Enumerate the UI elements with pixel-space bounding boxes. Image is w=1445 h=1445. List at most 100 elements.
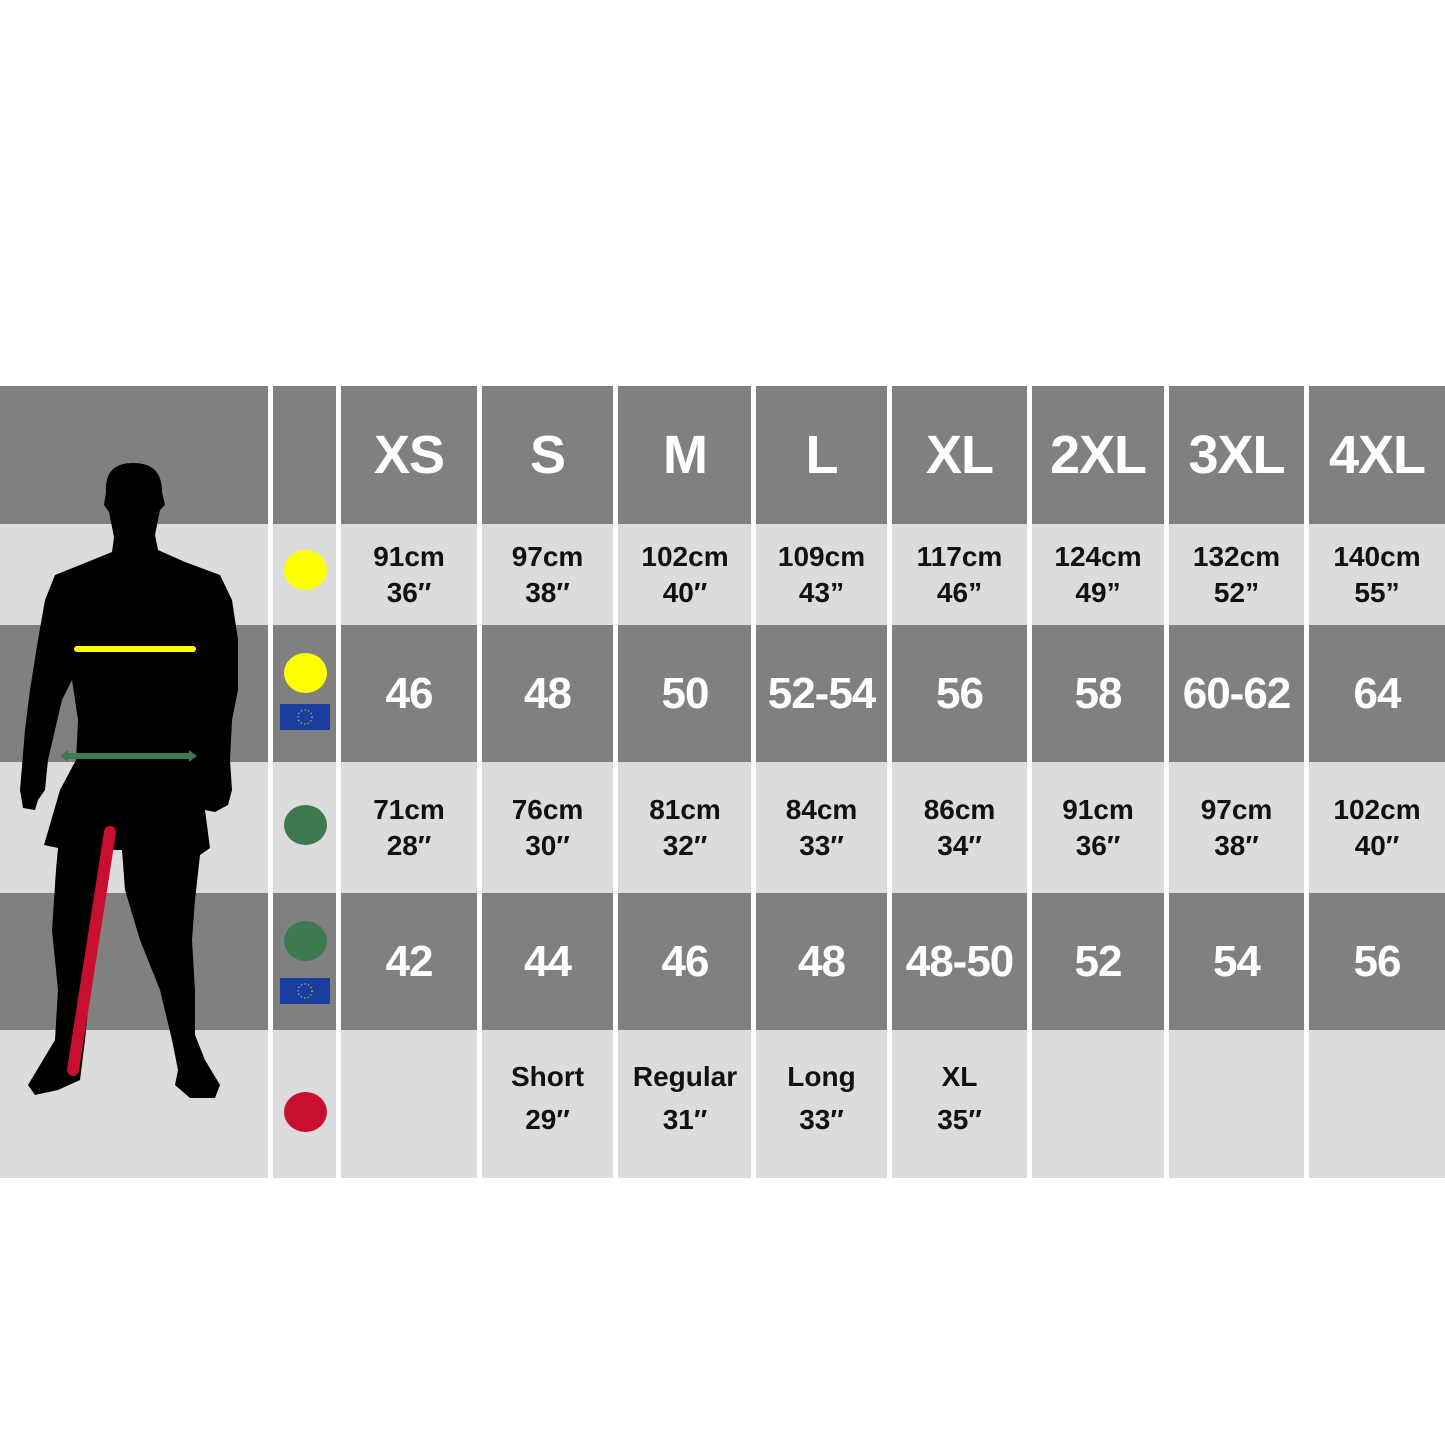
- size-header: 3XL: [1188, 425, 1285, 485]
- inch-value: 55”: [1354, 576, 1400, 608]
- waist-cell: 86cm 34″: [892, 762, 1027, 893]
- chest-eu-cell: 58: [1074, 668, 1123, 718]
- green-dot-icon: [284, 805, 327, 845]
- chest-cell: 124cm 49”: [1032, 524, 1164, 625]
- cm-value: 109cm: [777, 540, 866, 572]
- waist-cell: 71cm 28″: [341, 762, 477, 893]
- waist-cell: 91cm 36″: [1032, 762, 1164, 893]
- header-row: [0, 386, 1445, 524]
- cm-value: XL: [941, 1061, 978, 1092]
- chest-eu-cell: 56: [936, 668, 984, 718]
- cm-value: 132cm: [1192, 540, 1281, 572]
- cm-value: 102cm: [1333, 793, 1421, 825]
- size-header: XL: [925, 425, 994, 485]
- inch-value: 52”: [1213, 576, 1260, 608]
- chest-eu-row: [0, 625, 1445, 762]
- inch-value: 30″: [525, 829, 570, 861]
- cm-value: Long: [787, 1061, 856, 1092]
- inch-value: 40″: [662, 576, 708, 608]
- column-divider: [336, 386, 341, 1178]
- chest-eu-cell: 60-62: [1182, 668, 1292, 718]
- inch-value: 32″: [662, 829, 708, 861]
- waist-cell: 76cm 30″: [482, 762, 613, 893]
- cm-value: 76cm: [511, 793, 584, 825]
- waist-eu-cell: 56: [1353, 936, 1402, 986]
- waist-cell: 84cm 33″: [756, 762, 887, 893]
- chest-cell: 132cm 52”: [1169, 524, 1304, 625]
- yellow-dot-icon: [284, 550, 327, 590]
- column-divider: [1304, 386, 1309, 1178]
- cm-value: 81cm: [649, 793, 721, 825]
- cm-value: 102cm: [641, 540, 729, 572]
- inseam-cell: [1309, 1030, 1445, 1178]
- size-header: L: [805, 425, 839, 485]
- cm-value: Regular: [632, 1061, 738, 1092]
- inch-value: 33″: [799, 1104, 844, 1135]
- size-header: XS: [373, 425, 445, 485]
- waist-row: [0, 762, 1445, 893]
- waist-eu-cell: 42: [385, 936, 434, 986]
- inseam-cell: XL 35″: [892, 1030, 1027, 1178]
- inseam-cell: [341, 1030, 477, 1178]
- inch-value: 40″: [1354, 829, 1400, 861]
- man-silhouette-icon: [20, 463, 238, 1098]
- inch-value: 36″: [386, 576, 432, 608]
- chest-cell: 97cm 38″: [482, 524, 613, 625]
- waist-eu-cell: 46: [661, 936, 710, 986]
- column-divider: [887, 386, 892, 1178]
- waist-cell: 102cm 40″: [1309, 762, 1445, 893]
- size-header: S: [529, 425, 566, 485]
- eu-flag-icon: [280, 978, 330, 1004]
- chest-cell: 140cm 55”: [1309, 524, 1445, 625]
- chest-eu-cell: 48: [524, 668, 572, 718]
- inseam-cell: Short 29″: [482, 1030, 613, 1178]
- cm-value: 71cm: [373, 793, 445, 825]
- cm-value: 91cm: [1062, 793, 1134, 825]
- inch-value: 29″: [525, 1104, 570, 1135]
- size-header: 4XL: [1328, 425, 1426, 485]
- inch-value: 36″: [1075, 829, 1121, 861]
- column-divider: [1027, 386, 1032, 1178]
- inch-value: 35″: [937, 1104, 982, 1135]
- cm-value: 97cm: [1200, 793, 1273, 825]
- waist-eu-cell: 48: [798, 936, 846, 986]
- chest-cell: 117cm 46”: [892, 524, 1027, 625]
- chest-cell: 109cm 43”: [756, 524, 887, 625]
- column-divider: [613, 386, 618, 1178]
- inseam-cell: Long 33″: [756, 1030, 887, 1178]
- cm-value: 84cm: [785, 793, 858, 825]
- size-header: 2XL: [1049, 425, 1147, 485]
- cm-value: 124cm: [1054, 540, 1142, 572]
- inseam-cell: Regular 31″: [619, 1030, 751, 1178]
- green-dot-icon: [284, 921, 327, 961]
- red-dot-icon: [284, 1092, 327, 1132]
- chest-row: [0, 524, 1445, 625]
- inch-value: 33″: [799, 829, 844, 861]
- cm-value: 86cm: [923, 793, 996, 825]
- waist-eu-cell: 52: [1074, 936, 1123, 986]
- chest-cell: 102cm 40″: [619, 524, 751, 625]
- inch-value: 38″: [1214, 829, 1259, 861]
- waist-eu-cell: 54: [1213, 936, 1261, 986]
- inch-value: 34″: [937, 829, 982, 861]
- inch-value: 28″: [386, 829, 432, 861]
- column-divider: [751, 386, 756, 1178]
- inch-value: 38″: [525, 576, 570, 608]
- inch-value: 49”: [1075, 576, 1121, 608]
- cm-value: 117cm: [916, 540, 1003, 572]
- cm-value: Short: [510, 1061, 585, 1092]
- eu-flag-icon: [280, 704, 330, 730]
- cm-value: 140cm: [1333, 540, 1421, 572]
- cm-value: 97cm: [511, 540, 584, 572]
- waist-eu-cell: 44: [524, 936, 572, 986]
- chest-eu-cell: 64: [1353, 668, 1402, 718]
- chest-eu-cell: 46: [385, 668, 434, 718]
- chest-eu-cell: 52-54: [767, 668, 877, 718]
- chest-cell: 91cm 36″: [341, 524, 477, 625]
- inch-value: 31″: [662, 1104, 708, 1135]
- cm-value: 91cm: [373, 540, 445, 572]
- inseam-cell: [1032, 1030, 1164, 1178]
- waist-eu-row: [0, 893, 1445, 1030]
- inch-value: 43”: [798, 576, 845, 608]
- yellow-dot-icon: [284, 653, 327, 693]
